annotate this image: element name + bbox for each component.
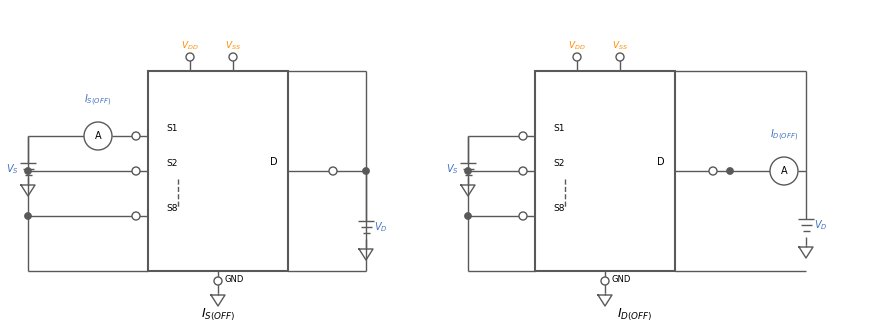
Circle shape (573, 53, 581, 61)
Circle shape (132, 167, 140, 175)
Circle shape (519, 212, 527, 220)
Circle shape (464, 167, 471, 174)
Text: $I_{S(OFF)}$: $I_{S(OFF)}$ (201, 307, 235, 323)
Text: $V_D$: $V_D$ (814, 218, 827, 232)
Circle shape (362, 167, 369, 174)
Text: S2: S2 (166, 159, 178, 168)
Text: D: D (658, 157, 665, 167)
Bar (535, 71, 675, 271)
Circle shape (186, 53, 194, 61)
Text: S1: S1 (553, 124, 564, 133)
Bar (148, 71, 288, 271)
Text: A: A (780, 166, 787, 176)
Text: $I_{D(OFF)}$: $I_{D(OFF)}$ (618, 307, 652, 323)
Text: GND: GND (224, 274, 243, 283)
Text: $V_D$: $V_D$ (374, 220, 388, 234)
Circle shape (229, 53, 237, 61)
Text: $V_S$: $V_S$ (6, 162, 19, 176)
Circle shape (24, 212, 31, 219)
Text: A: A (95, 131, 101, 141)
Text: $I_{D(OFF)}$: $I_{D(OFF)}$ (770, 128, 798, 143)
Text: GND: GND (611, 274, 631, 283)
Text: $V_{DD}$: $V_{DD}$ (181, 40, 199, 52)
Text: S1: S1 (166, 124, 178, 133)
Circle shape (214, 277, 222, 285)
Text: D: D (270, 157, 278, 167)
Circle shape (464, 212, 471, 219)
Text: S8: S8 (166, 204, 178, 213)
Circle shape (24, 167, 31, 174)
Text: $I_{S(OFF)}$: $I_{S(OFF)}$ (84, 93, 111, 108)
Circle shape (519, 132, 527, 140)
Text: $V_{SS}$: $V_{SS}$ (225, 40, 241, 52)
Circle shape (132, 212, 140, 220)
Circle shape (329, 167, 337, 175)
Circle shape (616, 53, 624, 61)
Circle shape (84, 122, 112, 150)
Circle shape (726, 167, 733, 174)
Circle shape (132, 132, 140, 140)
Circle shape (709, 167, 717, 175)
Text: S8: S8 (553, 204, 564, 213)
Text: S2: S2 (553, 159, 564, 168)
Text: $V_{SS}$: $V_{SS}$ (612, 40, 628, 52)
Circle shape (519, 167, 527, 175)
Circle shape (601, 277, 609, 285)
Circle shape (770, 157, 798, 185)
Text: $V_S$: $V_S$ (446, 162, 459, 176)
Text: $V_{DD}$: $V_{DD}$ (568, 40, 586, 52)
